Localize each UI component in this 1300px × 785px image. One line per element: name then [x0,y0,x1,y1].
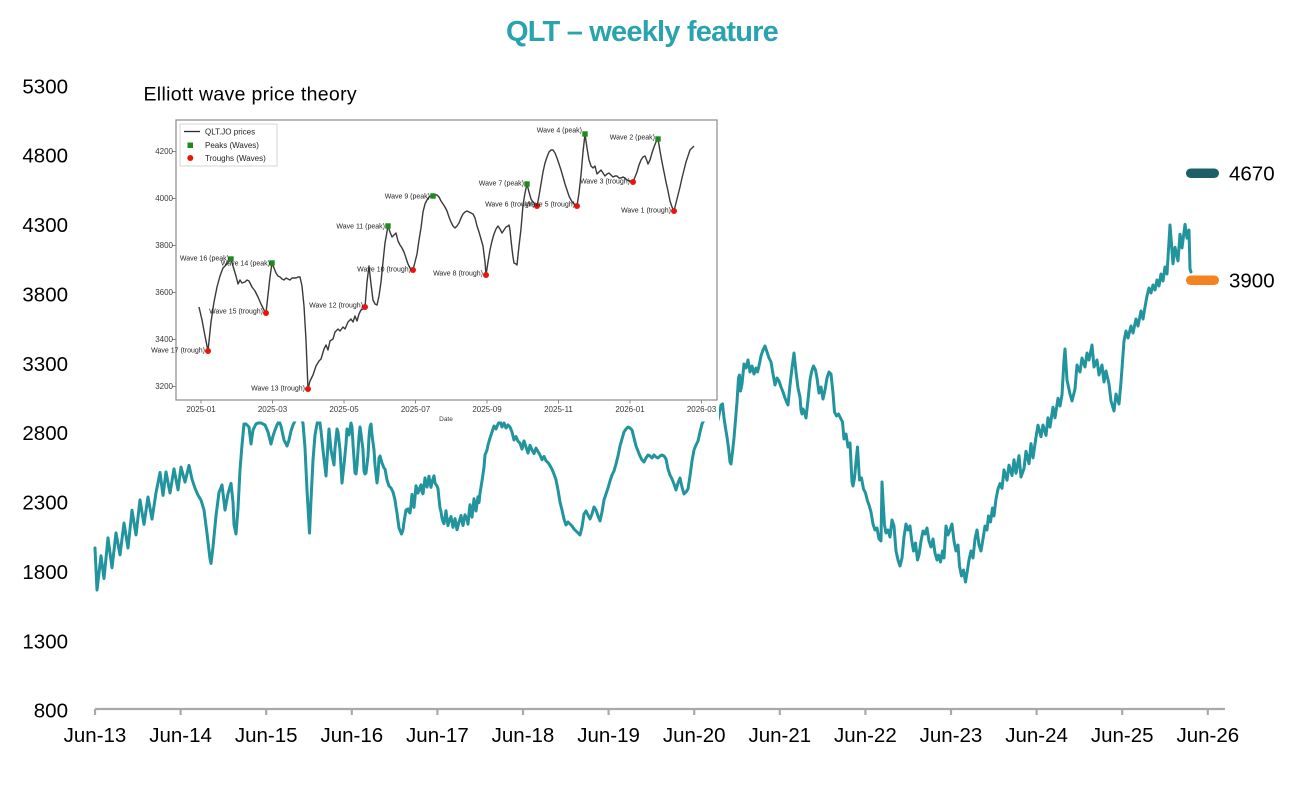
svg-text:Date: Date [439,416,453,423]
svg-text:3800: 3800 [155,241,173,250]
svg-text:Wave 6 (trough): Wave 6 (trough) [485,202,535,209]
svg-text:Wave 17 (trough): Wave 17 (trough) [151,348,205,355]
svg-text:2025-07: 2025-07 [401,405,431,414]
svg-text:2026-03: 2026-03 [687,405,717,414]
svg-text:QLT.JO prices: QLT.JO prices [205,128,255,137]
svg-text:2025-11: 2025-11 [544,405,573,414]
svg-text:Wave 3 (trough): Wave 3 (trough) [580,179,630,186]
svg-text:4200: 4200 [155,147,173,156]
svg-text:1300: 1300 [22,630,68,653]
svg-text:Jun-16: Jun-16 [320,724,383,747]
svg-text:Wave 11 (peak): Wave 11 (peak) [336,224,385,231]
svg-text:Jun-25: Jun-25 [1091,724,1154,747]
svg-text:3400: 3400 [155,335,173,344]
svg-text:Wave 12 (trough): Wave 12 (trough) [309,303,363,310]
svg-text:2300: 2300 [22,492,68,515]
svg-text:4300: 4300 [22,214,68,237]
svg-text:Wave 7 (peak): Wave 7 (peak) [479,181,524,188]
svg-text:Jun-14: Jun-14 [149,724,212,747]
svg-text:QLT – weekly feature: QLT – weekly feature [506,16,779,48]
svg-text:3600: 3600 [155,288,173,297]
svg-text:Jun-15: Jun-15 [235,724,298,747]
svg-text:3200: 3200 [155,382,173,391]
svg-text:Jun-26: Jun-26 [1176,724,1239,747]
svg-text:2025-09: 2025-09 [472,405,502,414]
svg-text:Wave 5 (trough): Wave 5 (trough) [525,202,575,209]
svg-text:Jun-18: Jun-18 [492,724,555,747]
svg-text:Jun-13: Jun-13 [64,724,127,747]
svg-text:1800: 1800 [22,561,68,584]
svg-text:4670: 4670 [1229,163,1275,186]
svg-text:Jun-17: Jun-17 [406,724,469,747]
svg-text:2026-01: 2026-01 [615,405,645,414]
svg-text:Jun-22: Jun-22 [834,724,897,747]
svg-text:4800: 4800 [22,145,68,168]
svg-text:Peaks (Waves): Peaks (Waves) [205,141,259,150]
svg-text:Jun-24: Jun-24 [1005,724,1068,747]
svg-text:5300: 5300 [22,75,68,98]
svg-text:Wave 4 (peak): Wave 4 (peak) [537,128,582,135]
svg-text:Wave 15 (trough): Wave 15 (trough) [209,309,263,316]
svg-text:800: 800 [34,700,68,723]
svg-text:3800: 3800 [22,283,68,306]
svg-text:2025-01: 2025-01 [186,405,216,414]
svg-text:Jun-19: Jun-19 [577,724,640,747]
svg-text:2800: 2800 [22,422,68,445]
svg-text:4000: 4000 [155,194,173,203]
svg-text:Jun-20: Jun-20 [663,724,726,747]
svg-text:Wave 14 (peak): Wave 14 (peak) [221,261,270,268]
svg-text:Wave 2 (peak): Wave 2 (peak) [610,135,655,142]
svg-text:Jun-23: Jun-23 [920,724,983,747]
svg-text:Wave 13 (trough): Wave 13 (trough) [251,386,305,393]
svg-text:Troughs (Waves): Troughs (Waves) [205,154,266,163]
svg-text:Wave 9 (peak): Wave 9 (peak) [385,194,430,201]
svg-text:Elliott wave price theory: Elliott wave price theory [144,84,357,106]
svg-text:Wave 16 (peak): Wave 16 (peak) [180,256,229,263]
svg-text:Wave 1 (trough): Wave 1 (trough) [621,208,671,215]
svg-text:Jun-21: Jun-21 [748,724,811,747]
svg-text:3900: 3900 [1229,270,1275,293]
svg-text:Wave 8 (trough): Wave 8 (trough) [433,271,483,278]
svg-text:2025-05: 2025-05 [329,405,359,414]
svg-text:2025-03: 2025-03 [258,405,288,414]
svg-text:Wave 10 (trough): Wave 10 (trough) [357,267,411,274]
svg-text:3300: 3300 [22,353,68,376]
